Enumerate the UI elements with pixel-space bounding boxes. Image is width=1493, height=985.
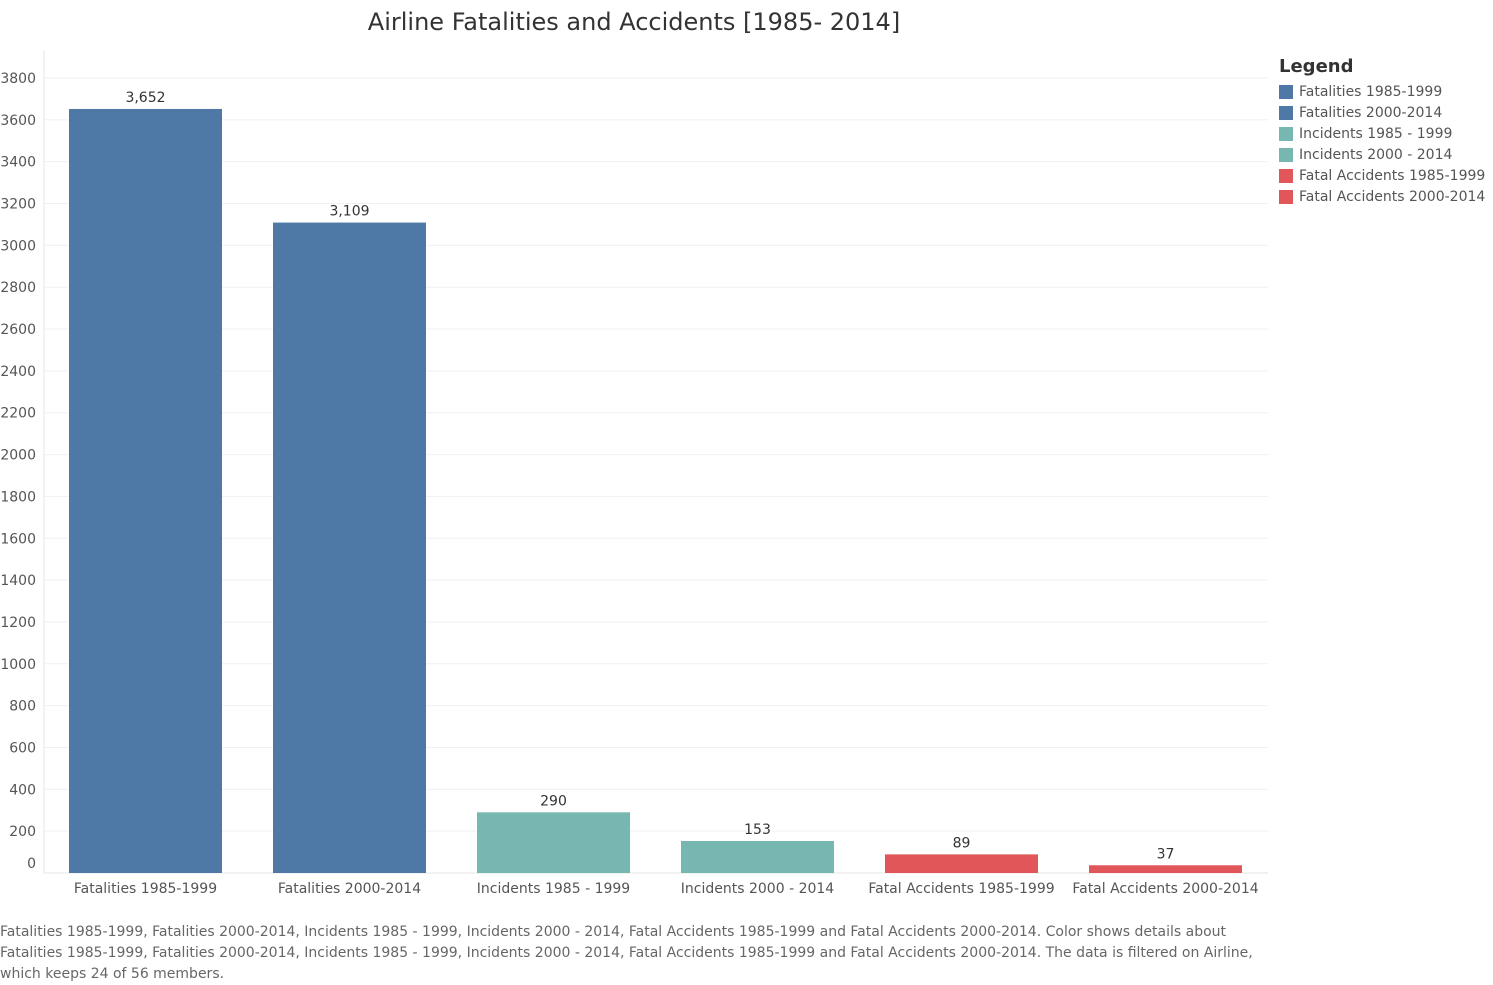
bar [681, 840, 834, 873]
data-label: 153 [744, 822, 771, 838]
x-tick-label: Incidents 1985 - 1999 [477, 881, 630, 897]
y-axis: 0 200 400 600 800 1000 1200 1400 1600 1800 2000 220… [0, 71, 36, 872]
y-tick-label: 2600 [0, 322, 36, 338]
legend-title: Legend [1279, 56, 1354, 77]
y-tick-label: 1600 [0, 531, 36, 547]
data-label: 3,652 [125, 90, 165, 106]
chart-title: Airline Fatalities and Accidents [1985- … [367, 8, 901, 36]
data-label: 3,109 [329, 204, 369, 220]
y-tick-label: 2200 [0, 406, 36, 422]
legend-label: Fatalities 2000-2014 [1299, 104, 1443, 121]
legend: Legend Fatalities 1985-1999 Fatalities 20… [1279, 56, 1491, 207]
legend-item[interactable]: Fatal Accidents 2000-2014 [1279, 186, 1491, 207]
legend-label: Fatalities 1985-1999 [1299, 83, 1443, 100]
gridlines [43, 50, 1268, 874]
y-tick-label: 600 [9, 740, 36, 756]
y-tick-label: 1200 [0, 615, 36, 631]
y-tick-label: 3600 [0, 113, 36, 129]
y-tick-label: 1800 [0, 489, 36, 505]
legend-swatch [1279, 105, 1293, 120]
legend-label: Fatal Accidents 1985-1999 [1299, 167, 1486, 184]
y-tick-label: 800 [9, 699, 36, 715]
y-tick-label: 2000 [0, 448, 36, 464]
y-tick-label: 1000 [0, 657, 36, 673]
y-tick-label: 400 [9, 782, 36, 798]
chart-caption: Fatalities 1985-1999, Fatalities 2000-20… [0, 924, 1253, 982]
bar [885, 854, 1038, 873]
y-tick-label: 2400 [0, 364, 36, 380]
y-tick-label: 3000 [0, 238, 36, 254]
x-tick-label: Fatalities 1985-1999 [74, 881, 217, 897]
data-label: 37 [1157, 846, 1175, 862]
bar-chart: 0 200 400 600 800 1000 1200 1400 1600 1800 2000 220… [0, 50, 1268, 897]
y-tick-label: 200 [9, 824, 36, 840]
legend-label: Incidents 2000 - 2014 [1299, 146, 1453, 163]
legend-label: Fatal Accidents 2000-2014 [1299, 188, 1486, 205]
x-axis: Fatalities 1985-1999 Fatalities 2000-2014… [74, 881, 1259, 897]
legend-swatch [1279, 126, 1293, 141]
bar [69, 108, 222, 874]
legend-label: Incidents 1985 - 1999 [1299, 125, 1453, 142]
bar [1089, 865, 1242, 873]
y-tick-label: 1400 [0, 573, 36, 589]
legend-item[interactable]: Fatal Accidents 1985-1999 [1279, 165, 1491, 186]
data-label: 290 [540, 793, 567, 809]
legend-swatch [1279, 168, 1293, 183]
y-tick-label: 0 [27, 856, 36, 872]
bar [477, 812, 630, 873]
legend-item[interactable]: Fatalities 1985-1999 [1279, 81, 1491, 102]
y-tick-label: 3800 [0, 71, 36, 87]
legend-item[interactable]: Incidents 2000 - 2014 [1279, 144, 1491, 165]
bar [273, 222, 426, 874]
data-labels: 3,652 3,109 290 153 89 37 [125, 90, 1174, 862]
y-tick-label: 3400 [0, 155, 36, 171]
legend-item[interactable]: Fatalities 2000-2014 [1279, 102, 1491, 123]
bars [69, 108, 1242, 874]
y-tick-label: 2800 [0, 280, 36, 296]
legend-swatch [1279, 84, 1293, 99]
x-tick-label: Fatal Accidents 2000-2014 [1072, 881, 1258, 897]
x-tick-label: Fatal Accidents 1985-1999 [868, 881, 1054, 897]
data-label: 89 [953, 835, 971, 851]
legend-swatch [1279, 147, 1293, 162]
legend-item[interactable]: Incidents 1985 - 1999 [1279, 123, 1491, 144]
legend-swatch [1279, 189, 1293, 204]
legend-items: Fatalities 1985-1999 Fatalities 2000-2014… [1279, 81, 1491, 207]
y-tick-label: 3200 [0, 197, 36, 213]
x-tick-label: Incidents 2000 - 2014 [681, 881, 834, 897]
x-tick-label: Fatalities 2000-2014 [278, 881, 421, 897]
